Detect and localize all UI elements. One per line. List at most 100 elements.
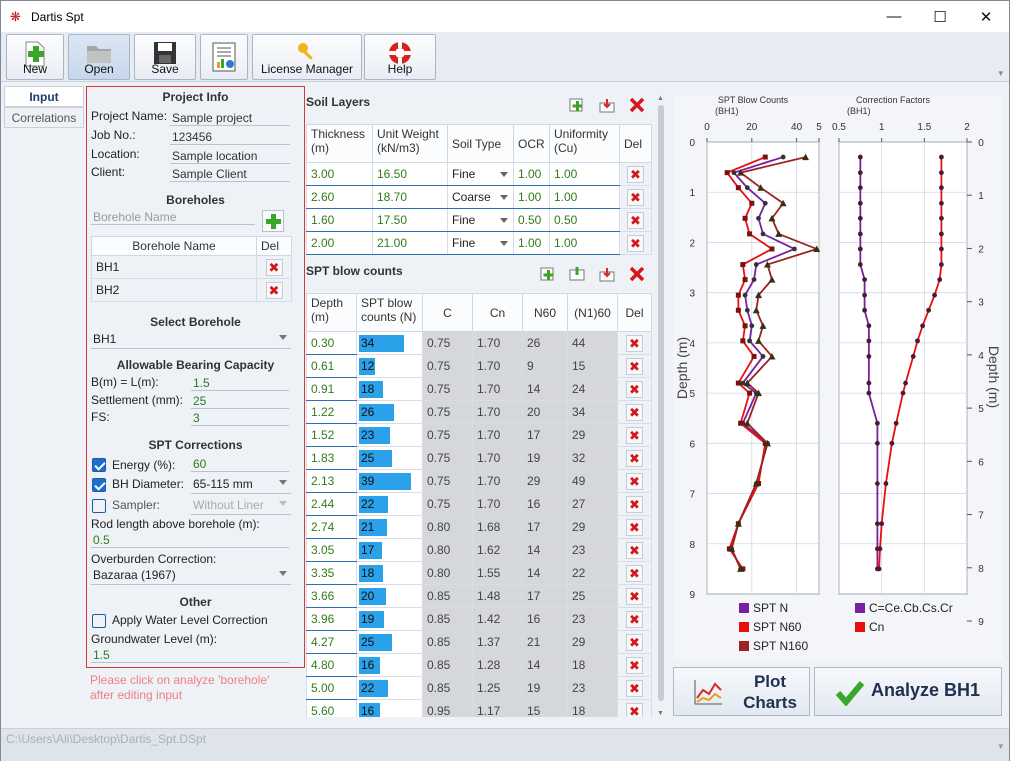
delete-icon[interactable]: ✖: [626, 495, 643, 513]
b-field[interactable]: 1.5: [191, 376, 289, 391]
insert-row-icon[interactable]: [568, 266, 586, 282]
ocr-cell[interactable]: 1.00: [513, 162, 550, 186]
resize-grip-icon[interactable]: ▾: [998, 741, 1003, 751]
table-row[interactable]: 1.22 26 0.75 1.70 20 34 ✖: [306, 400, 652, 424]
table-row[interactable]: 2.44 22 0.75 1.70 16 27 ✖: [306, 492, 652, 516]
soil-type-dropdown[interactable]: Fine: [447, 208, 514, 232]
delete-icon[interactable]: ✖: [626, 518, 643, 536]
delete-icon[interactable]: ✖: [626, 380, 643, 398]
ocr-cell[interactable]: 1.00: [513, 231, 550, 255]
depth-cell[interactable]: 2.44: [306, 492, 357, 516]
maximize-button[interactable]: ☐: [933, 8, 947, 26]
bh-diameter-checkbox[interactable]: [92, 478, 106, 492]
help-button[interactable]: Help: [364, 34, 436, 80]
depth-cell[interactable]: 0.91: [306, 377, 357, 401]
spt-n-cell[interactable]: 16: [356, 699, 423, 717]
spt-n-cell[interactable]: 23: [356, 423, 423, 447]
soil-type-dropdown[interactable]: Fine: [447, 162, 514, 186]
spt-n-cell[interactable]: 16: [356, 653, 423, 677]
delete-icon[interactable]: ✖: [626, 426, 643, 444]
soil-type-dropdown[interactable]: Coarse: [447, 185, 514, 209]
plot-charts-button[interactable]: Plot Charts: [673, 667, 810, 716]
add-row-icon[interactable]: [539, 266, 557, 282]
table-row[interactable]: 0.61 12 0.75 1.70 9 15 ✖: [306, 354, 652, 378]
delete-icon[interactable]: ✖: [627, 211, 644, 229]
add-borehole-button[interactable]: [262, 210, 284, 232]
sampler-checkbox[interactable]: [92, 499, 106, 513]
table-row[interactable]: 3.66 20 0.85 1.48 17 25 ✖: [306, 584, 652, 608]
delete-icon[interactable]: ✖: [626, 357, 643, 375]
spt-n-cell[interactable]: 25: [356, 446, 423, 470]
table-scrollbar[interactable]: ▲ ▼: [655, 95, 667, 717]
groundwater-field[interactable]: 1.5: [91, 648, 289, 663]
job-no-field[interactable]: 123456: [170, 130, 290, 145]
table-row[interactable]: 2.13 39 0.75 1.70 29 49 ✖: [306, 469, 652, 493]
thickness-cell[interactable]: 1.60: [306, 208, 373, 232]
depth-cell[interactable]: 1.22: [306, 400, 357, 424]
scrollbar-thumb[interactable]: [658, 105, 664, 701]
fs-field[interactable]: 3: [191, 411, 289, 426]
close-button[interactable]: ✕: [979, 8, 993, 26]
thickness-cell[interactable]: 3.00: [306, 162, 373, 186]
depth-cell[interactable]: 2.74: [306, 515, 357, 539]
delete-icon[interactable]: ✖: [265, 281, 283, 299]
scroll-up-icon[interactable]: ▲: [657, 95, 664, 102]
client-field[interactable]: Sample Client: [170, 167, 290, 182]
table-row[interactable]: 0.91 18 0.75 1.70 14 24 ✖: [306, 377, 652, 401]
rod-length-field[interactable]: 0.5: [91, 533, 289, 548]
delete-icon[interactable]: ✖: [626, 610, 643, 628]
overburden-dropdown[interactable]: Bazaraa (1967): [91, 568, 291, 585]
unit-weight-cell[interactable]: 16.50: [372, 162, 448, 186]
energy-checkbox[interactable]: [92, 458, 106, 472]
delete-icon[interactable]: ✖: [626, 334, 643, 352]
depth-cell[interactable]: 0.30: [306, 331, 357, 355]
ocr-cell[interactable]: 1.00: [513, 185, 550, 209]
borehole-cell[interactable]: BH2: [91, 278, 257, 302]
spt-n-cell[interactable]: 17: [356, 538, 423, 562]
table-row[interactable]: 2.74 21 0.80 1.68 17 29 ✖: [306, 515, 652, 539]
location-field[interactable]: Sample location: [170, 149, 290, 164]
depth-cell[interactable]: 1.52: [306, 423, 357, 447]
spt-n-cell[interactable]: 12: [356, 354, 423, 378]
add-row-icon[interactable]: [568, 97, 586, 113]
spt-n-cell[interactable]: 34: [356, 331, 423, 355]
clear-icon[interactable]: [628, 266, 646, 282]
depth-cell[interactable]: 3.05: [306, 538, 357, 562]
table-row[interactable]: 4.80 16 0.85 1.28 14 18 ✖: [306, 653, 652, 677]
table-row[interactable]: 1.83 25 0.75 1.70 19 32 ✖: [306, 446, 652, 470]
delete-icon[interactable]: ✖: [626, 679, 643, 697]
open-button[interactable]: Open: [68, 34, 130, 80]
delete-icon[interactable]: ✖: [626, 541, 643, 559]
depth-cell[interactable]: 4.27: [306, 630, 357, 654]
thickness-cell[interactable]: 2.60: [306, 185, 373, 209]
select-borehole-dropdown[interactable]: BH1: [91, 332, 291, 349]
spt-n-cell[interactable]: 26: [356, 400, 423, 424]
depth-cell[interactable]: 3.66: [306, 584, 357, 608]
delete-icon[interactable]: ✖: [627, 165, 644, 183]
depth-cell[interactable]: 5.00: [306, 676, 357, 700]
spt-n-cell[interactable]: 18: [356, 377, 423, 401]
thickness-cell[interactable]: 2.00: [306, 231, 373, 255]
spt-n-cell[interactable]: 22: [356, 492, 423, 516]
uniformity-cell[interactable]: 0.50: [549, 208, 620, 232]
delete-icon[interactable]: ✖: [627, 188, 644, 206]
delete-icon[interactable]: ✖: [626, 449, 643, 467]
uniformity-cell[interactable]: 1.00: [549, 185, 620, 209]
spt-n-cell[interactable]: 19: [356, 607, 423, 631]
spt-n-cell[interactable]: 25: [356, 630, 423, 654]
unit-weight-cell[interactable]: 17.50: [372, 208, 448, 232]
delete-icon[interactable]: ✖: [626, 564, 643, 582]
table-row[interactable]: 5.00 22 0.85 1.25 19 23 ✖: [306, 676, 652, 700]
new-button[interactable]: New: [6, 34, 64, 80]
ribbon-collapse-icon[interactable]: ▾: [998, 68, 1003, 78]
depth-cell[interactable]: 5.60: [306, 699, 357, 717]
bh-diameter-dropdown[interactable]: 65-115 mm: [191, 477, 291, 494]
delete-icon[interactable]: ✖: [626, 702, 643, 717]
project-name-field[interactable]: Sample project: [170, 111, 290, 126]
spt-n-cell[interactable]: 39: [356, 469, 423, 493]
energy-field[interactable]: 60: [191, 457, 289, 472]
depth-cell[interactable]: 2.13: [306, 469, 357, 493]
uniformity-cell[interactable]: 1.00: [549, 231, 620, 255]
borehole-name-input[interactable]: Borehole Name: [91, 210, 255, 225]
depth-cell[interactable]: 4.80: [306, 653, 357, 677]
